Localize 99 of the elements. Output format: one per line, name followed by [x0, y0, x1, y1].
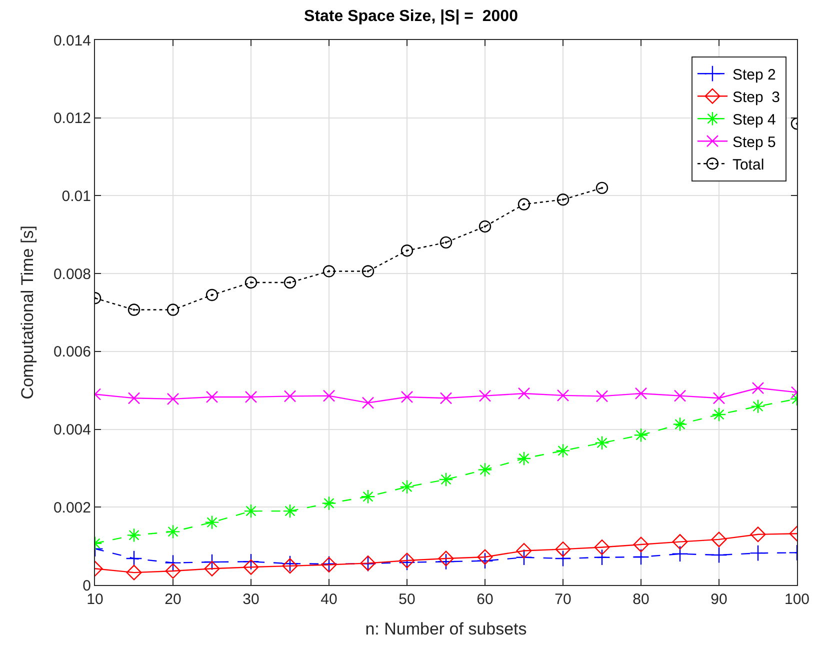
point: [594, 436, 610, 450]
x-tick-label: 50: [398, 591, 416, 608]
point: [282, 504, 298, 518]
x-axis-title: n: Number of subsets: [365, 619, 527, 638]
point: [440, 392, 452, 404]
point: [556, 389, 570, 402]
point: [440, 236, 452, 249]
y-tick-label: 0.004: [53, 422, 91, 439]
point: [712, 392, 726, 404]
point: [516, 542, 532, 558]
point: [711, 532, 727, 548]
point: [166, 392, 180, 406]
point: [438, 550, 454, 566]
point: [242, 553, 260, 570]
point: [710, 546, 728, 564]
x-tick-label: 60: [476, 591, 494, 608]
point: [750, 399, 766, 414]
point: [478, 462, 492, 477]
point: [555, 541, 571, 557]
legend-label: Total: [732, 156, 764, 174]
point: [165, 563, 181, 579]
x-tick-label: 90: [710, 591, 728, 608]
point: [204, 515, 220, 530]
point: [750, 544, 766, 562]
x-tick-label: 40: [320, 591, 338, 608]
point: [244, 390, 258, 404]
point: [400, 244, 414, 257]
point: [438, 472, 454, 487]
point: [206, 288, 218, 302]
point: [164, 554, 182, 572]
point: [672, 546, 688, 562]
y-tick-label: 0.008: [53, 266, 91, 283]
point: [632, 548, 650, 566]
point: [128, 304, 140, 316]
point: [243, 559, 259, 575]
point: [518, 387, 530, 400]
point: [322, 265, 336, 278]
point: [554, 550, 572, 567]
point: [400, 480, 414, 494]
point: [438, 553, 454, 570]
y-axis-title: Computational Time [s]: [18, 226, 38, 400]
point: [518, 198, 530, 210]
point: [634, 387, 648, 400]
chart-title: State Space Size, |S| = 2000: [304, 8, 518, 25]
point: [750, 526, 766, 542]
point: [594, 549, 610, 566]
point: [633, 536, 649, 552]
point: [477, 549, 493, 565]
point: [634, 428, 648, 442]
legend-label: Step 4: [732, 111, 776, 128]
x-tick-label: 70: [554, 591, 572, 608]
x-tick-label: 80: [632, 591, 650, 608]
y-tick-label: 0.01: [62, 188, 91, 205]
y-tick-label: 0.002: [53, 499, 91, 516]
point: [360, 489, 376, 504]
point: [362, 396, 374, 409]
point: [400, 390, 414, 404]
point: [556, 444, 570, 458]
x-tick-label: 20: [164, 591, 182, 608]
point: [478, 220, 492, 233]
point: [284, 276, 296, 289]
point: [126, 564, 142, 580]
point: [672, 417, 688, 432]
point: [126, 528, 142, 542]
legend-label: Step 3: [732, 88, 780, 106]
point: [556, 194, 570, 206]
point: [322, 496, 336, 510]
point: [712, 407, 726, 422]
point: [282, 558, 298, 574]
point: [476, 552, 494, 570]
point: [478, 390, 492, 402]
point: [516, 549, 532, 566]
point: [204, 560, 220, 576]
point: [166, 304, 180, 316]
point: [204, 554, 220, 570]
point: [752, 382, 764, 394]
point: [284, 390, 296, 402]
point: [166, 524, 180, 539]
y-tick-label: 0.006: [53, 344, 91, 361]
point: [244, 276, 258, 289]
y-tick-label: 0.012: [53, 110, 91, 128]
point: [322, 390, 336, 402]
legend-label: Step 2: [732, 66, 776, 84]
point: [596, 182, 608, 194]
point: [128, 392, 140, 404]
x-tick-label: 100: [784, 591, 810, 608]
y-tick-label: 0.014: [53, 32, 91, 50]
point: [282, 555, 298, 572]
point: [516, 451, 532, 466]
point: [206, 390, 218, 404]
point: [672, 534, 688, 550]
point: [126, 550, 142, 567]
point: [594, 539, 610, 555]
point: [674, 390, 686, 402]
point: [244, 504, 258, 518]
x-tick-label: 30: [242, 591, 260, 608]
legend-label: Step 5: [732, 134, 776, 151]
point: [596, 390, 608, 402]
point: [362, 265, 374, 278]
